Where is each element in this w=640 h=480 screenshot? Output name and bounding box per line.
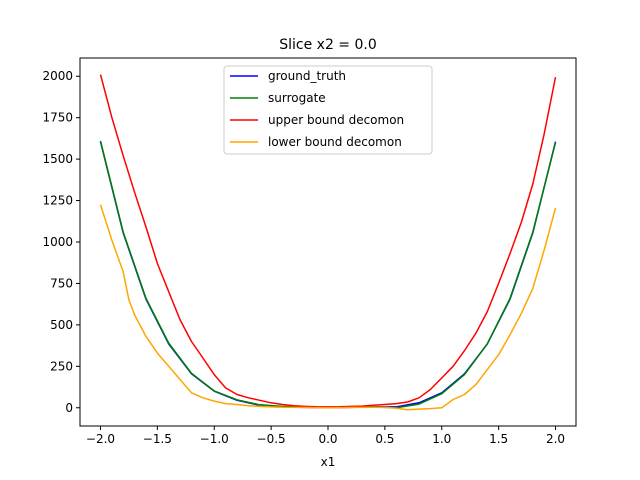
series-line-1 (99, 140, 557, 409)
x-tick-label: −0.5 (257, 432, 286, 446)
y-axis: 0 250 500 750 1000 1250 1500 1750 2000 (42, 69, 80, 415)
legend-label-2: upper bound decomon (268, 113, 404, 127)
x-tick-label: −1.5 (143, 432, 172, 446)
y-tick-label: 500 (50, 318, 73, 332)
x-tick-label: 2.0 (546, 432, 565, 446)
y-tick-label: 1750 (42, 111, 73, 125)
chart-title: Slice x2 = 0.0 (279, 37, 377, 53)
series-line-3 (99, 204, 557, 411)
x-tick-label: 1.0 (432, 432, 451, 446)
x-tick-label: 1.5 (489, 432, 508, 446)
legend-label-3: lower bound decomon (268, 135, 402, 149)
y-tick-label: 0 (65, 401, 73, 415)
x-axis-label: x1 (321, 455, 336, 469)
series-line-0 (99, 141, 557, 409)
y-tick-label: 1000 (42, 235, 73, 249)
legend-label-0: ground_truth (268, 69, 346, 83)
y-tick-label: 1250 (42, 194, 73, 208)
x-tick-label: −1.0 (200, 432, 229, 446)
y-tick-label: 1500 (42, 152, 73, 166)
x-tick-label: 0.5 (375, 432, 394, 446)
x-tick-label: 0.0 (318, 432, 337, 446)
series-line-2 (99, 74, 557, 408)
legend-label-1: surrogate (268, 91, 326, 105)
y-tick-label: 2000 (42, 69, 73, 83)
legend-box (223, 65, 433, 155)
legend: ground_truth surrogate upper bound decomon… (223, 65, 433, 155)
x-axis: −2.0 −1.5 −1.0 −0.5 0.0 0.5 1.0 1.5 2.0 (86, 426, 565, 446)
x-tick-label: −2.0 (86, 432, 115, 446)
series-layer (99, 74, 557, 411)
y-tick-label: 250 (50, 359, 73, 373)
y-tick-label: 750 (50, 276, 73, 290)
